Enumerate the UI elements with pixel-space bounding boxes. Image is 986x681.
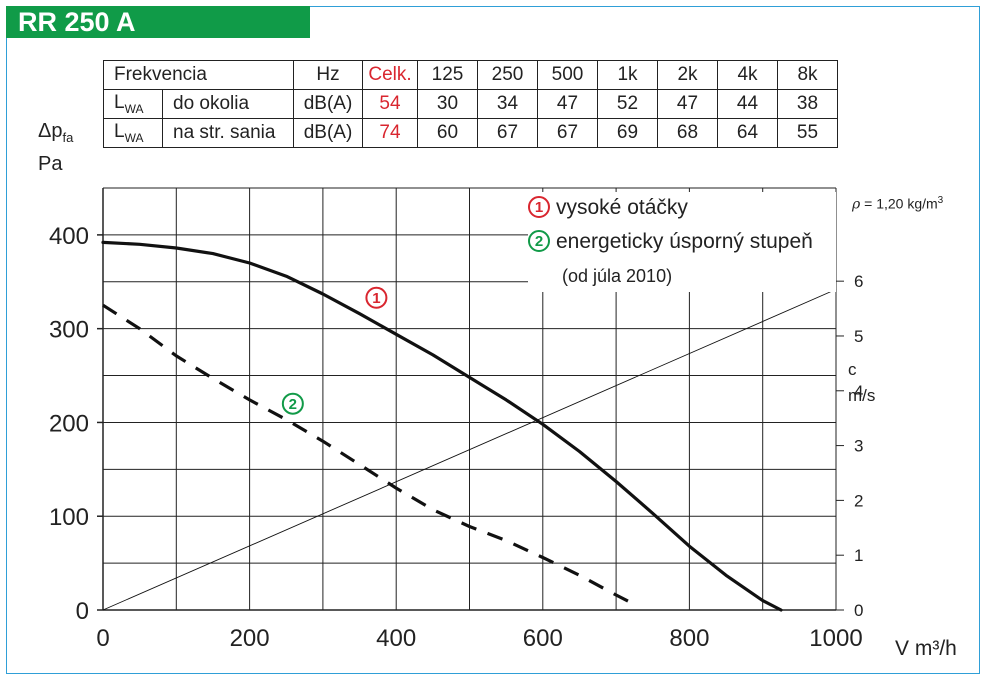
y2-tick-label: 0 xyxy=(854,601,863,620)
table-header-cell: 250 xyxy=(477,60,538,90)
curve-1-marker: 1 xyxy=(365,286,388,309)
x-tick-label: 0 xyxy=(96,625,109,652)
table-cell: 34 xyxy=(477,89,538,119)
table-cell: 38 xyxy=(777,89,838,119)
y-tick-label: 400 xyxy=(49,223,89,250)
table-cell: 68 xyxy=(657,118,718,148)
table-row: LWA na str. sania dB(A) 74 60 67 67 69 6… xyxy=(103,118,838,148)
table-cell-symbol: LWA xyxy=(103,118,163,148)
x-tick-label: 800 xyxy=(669,625,709,652)
legend-item-1: 1 vysoké otáčky xyxy=(528,196,688,220)
table-cell-label: na str. sania xyxy=(162,118,294,148)
x-tick-label: 400 xyxy=(376,625,416,652)
table-cell: 47 xyxy=(657,89,718,119)
table-header-cell: 2k xyxy=(657,60,718,90)
curve-1-marker-text: 1 xyxy=(372,290,380,307)
noise-table: Frekvencia Hz Celk. 125 250 500 1k 2k 4k… xyxy=(103,60,838,148)
legend-item-2: 2 energeticky úsporný stupeň xyxy=(528,230,813,254)
curve-2-marker-circle xyxy=(281,392,304,415)
table-cell-unit: dB(A) xyxy=(293,89,363,119)
x-axis-unit: V m³/h xyxy=(895,637,957,660)
y-axis-label: Δpfa Pa xyxy=(38,120,74,175)
table-cell: 67 xyxy=(477,118,538,148)
table-cell-unit: dB(A) xyxy=(293,118,363,148)
y-tick-label: 200 xyxy=(49,410,89,437)
table-header-cell: 1k xyxy=(597,60,658,90)
panel-frame xyxy=(6,6,980,674)
y2-tick-label: 4 xyxy=(854,382,863,401)
y2-tick-label: 3 xyxy=(854,437,863,456)
table-cell: 60 xyxy=(417,118,478,148)
x-tick-label: 200 xyxy=(230,625,270,652)
curve-2-marker: 2 xyxy=(281,392,304,415)
number-two-badge: 2 xyxy=(528,230,550,252)
y-axis-unit: Pa xyxy=(38,153,63,175)
curve-2-marker-text: 2 xyxy=(289,396,297,413)
page-title: RR 250 A xyxy=(6,6,310,38)
series-line-2 xyxy=(102,303,636,606)
y2-tick-label: 6 xyxy=(854,272,863,291)
table-cell: 55 xyxy=(777,118,838,148)
curve-1-marker-circle xyxy=(365,286,388,309)
table-cell: 52 xyxy=(597,89,658,119)
y2-tick-label: 2 xyxy=(854,491,863,510)
chart-grid xyxy=(102,187,837,611)
velocity-axis-unit: m/s xyxy=(848,386,876,405)
y-tick-label: 100 xyxy=(49,504,89,531)
x-tick-label: 600 xyxy=(523,625,563,652)
number-one-badge: 1 xyxy=(528,196,550,218)
table-header-row: Frekvencia Hz Celk. 125 250 500 1k 2k 4k… xyxy=(103,60,838,90)
y-tick-label: 0 xyxy=(76,598,89,625)
table-cell: 30 xyxy=(417,89,478,119)
series-line-1 xyxy=(101,240,783,612)
x-tick-label: 1000 xyxy=(809,625,862,652)
table-header-cell: Frekvencia xyxy=(103,60,294,90)
table-cell: 69 xyxy=(597,118,658,148)
series-line-c xyxy=(102,288,837,611)
air-density-note: ρ = 1,20 kg/m3 xyxy=(852,195,944,213)
table-cell: 64 xyxy=(717,118,778,148)
table-cell: 67 xyxy=(537,118,598,148)
chart-legend: 1 vysoké otáčky 2 energeticky úsporný stup… xyxy=(528,192,836,292)
chart-series: 12 xyxy=(101,240,837,612)
table-header-cell: 8k xyxy=(777,60,838,90)
legend-item-2-note: (od júla 2010) xyxy=(562,266,673,286)
y2-tick-label: 1 xyxy=(854,546,863,565)
velocity-axis-label: c xyxy=(848,360,857,379)
y-tick-label: 300 xyxy=(49,317,89,344)
y2-tick-label: 5 xyxy=(854,327,863,346)
